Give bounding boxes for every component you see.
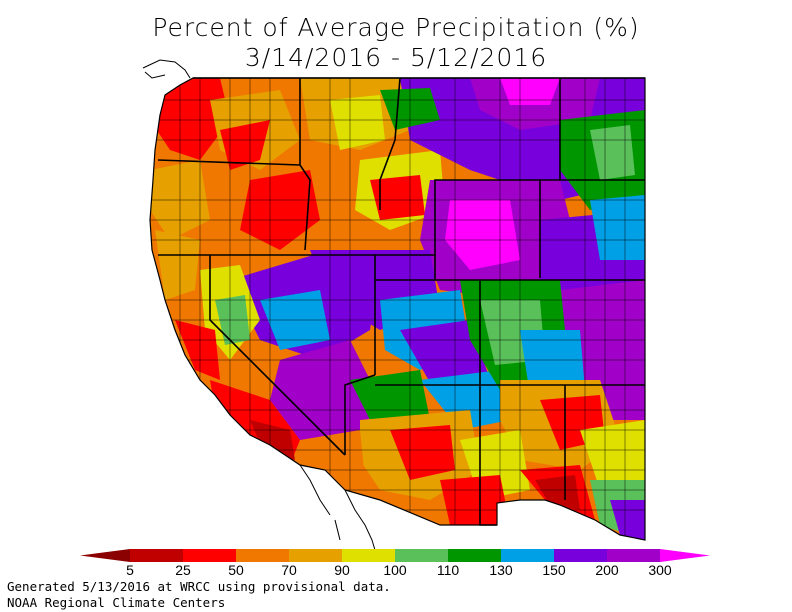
county-borders (150, 78, 645, 540)
legend-tick-label: 70 (281, 562, 297, 578)
legend-tick-label: 5 (126, 562, 134, 578)
legend-segment (130, 549, 184, 562)
legend-segment (342, 549, 396, 562)
legend-segment (501, 549, 555, 562)
legend-segment (236, 549, 290, 562)
map-title-line1: Percent of Average Precipitation (%) (152, 13, 640, 42)
footer-source: NOAA Regional Climate Centers (7, 595, 226, 610)
legend-tick-label: 150 (542, 562, 566, 578)
coastline-outline (142, 59, 379, 561)
precipitation-field (150, 78, 645, 540)
legend-tick-label: 300 (648, 562, 672, 578)
map-outline (149, 77, 646, 541)
map-title-line2: 3/14/2016 - 5/12/2016 (244, 43, 548, 72)
legend-arrow-low (80, 549, 130, 562)
legend-tick-label: 25 (175, 562, 191, 578)
legend-segment (395, 549, 449, 562)
legend-tick-label: 110 (436, 562, 460, 578)
legend-segment (607, 549, 661, 562)
legend-segment (183, 549, 237, 562)
legend-segment (448, 549, 502, 562)
legend-segment (554, 549, 608, 562)
legend-tick-label: 130 (489, 562, 513, 578)
legend-tick-label: 50 (228, 562, 244, 578)
legend-tick-label: 100 (383, 562, 407, 578)
legend-tick-label: 90 (334, 562, 350, 578)
legend-segment (289, 549, 343, 562)
footer-generated-note: Generated 5/13/2016 at WRCC using provis… (7, 579, 391, 594)
legend-tick-label: 200 (595, 562, 619, 578)
legend-arrow-high (660, 549, 710, 562)
precipitation-legend (80, 549, 710, 562)
